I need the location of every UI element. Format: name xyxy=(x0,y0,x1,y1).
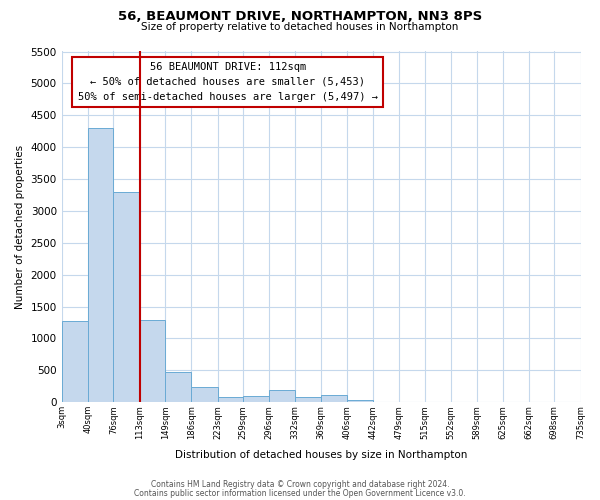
Bar xyxy=(321,394,347,402)
Bar xyxy=(62,321,88,402)
Text: Contains public sector information licensed under the Open Government Licence v3: Contains public sector information licen… xyxy=(134,488,466,498)
Bar xyxy=(140,320,165,402)
Bar xyxy=(191,387,218,402)
Text: 56 BEAUMONT DRIVE: 112sqm
← 50% of detached houses are smaller (5,453)
50% of se: 56 BEAUMONT DRIVE: 112sqm ← 50% of detac… xyxy=(77,62,377,102)
Bar xyxy=(295,397,321,402)
Bar xyxy=(218,397,243,402)
Text: 56, BEAUMONT DRIVE, NORTHAMPTON, NN3 8PS: 56, BEAUMONT DRIVE, NORTHAMPTON, NN3 8PS xyxy=(118,10,482,23)
Bar xyxy=(113,192,140,402)
Text: Size of property relative to detached houses in Northampton: Size of property relative to detached ho… xyxy=(142,22,458,32)
Bar xyxy=(269,390,295,402)
Bar xyxy=(243,396,269,402)
Bar xyxy=(88,128,113,402)
Bar xyxy=(165,372,191,402)
Y-axis label: Number of detached properties: Number of detached properties xyxy=(15,145,25,309)
Text: Contains HM Land Registry data © Crown copyright and database right 2024.: Contains HM Land Registry data © Crown c… xyxy=(151,480,449,489)
X-axis label: Distribution of detached houses by size in Northampton: Distribution of detached houses by size … xyxy=(175,450,467,460)
Bar xyxy=(347,400,373,402)
